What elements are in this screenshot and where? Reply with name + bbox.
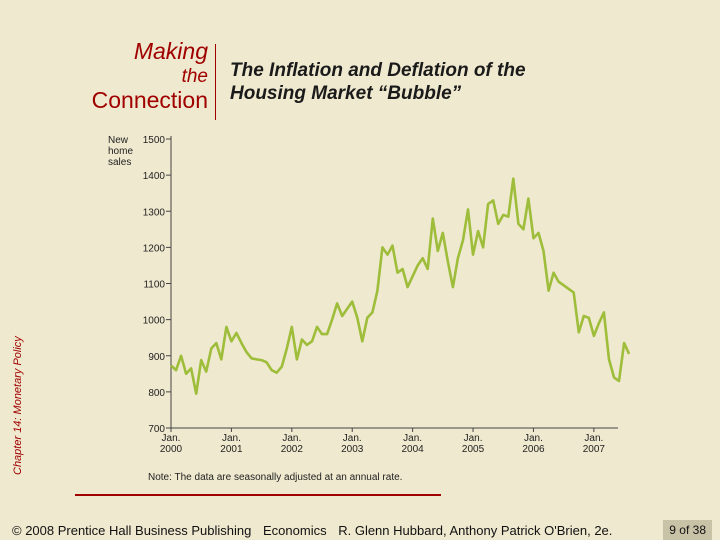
footer-rule [75, 494, 441, 496]
y-tick-label: 1400 [143, 171, 166, 182]
footer: © 2008 Prentice Hall Business Publishing… [12, 523, 620, 538]
y-axis-label: home [108, 146, 133, 157]
page-number: 9 of 38 [663, 520, 712, 540]
x-tick-label: Jan. [282, 433, 301, 444]
y-tick-label: 1000 [143, 316, 166, 327]
x-tick-label: Jan. [343, 433, 362, 444]
y-tick-label: 1500 [143, 135, 166, 146]
x-tick-label: 2003 [341, 444, 364, 455]
x-tick-label: 2007 [583, 444, 606, 455]
x-tick-label: Jan. [524, 433, 543, 444]
making-the-connection-badge: Making the Connection [92, 40, 208, 112]
badge-divider [215, 44, 216, 120]
y-tick-label: 1100 [143, 280, 165, 291]
title-line-2: Housing Market “Bubble” [230, 82, 462, 104]
x-tick-label: 2002 [281, 444, 304, 455]
y-tick-label: 900 [148, 352, 165, 363]
y-axis-label: sales [108, 157, 131, 168]
x-tick-label: 2004 [402, 444, 425, 455]
badge-the: the [181, 66, 208, 87]
badge-making: Making [133, 38, 208, 64]
x-tick-label: 2000 [160, 444, 183, 455]
footer-copyright: © 2008 Prentice Hall Business Publishing [12, 523, 252, 538]
y-axis-label: New [108, 135, 129, 146]
x-tick-label: Jan. [222, 433, 241, 444]
y-tick-label: 700 [148, 424, 165, 435]
footer-authors: R. Glenn Hubbard, Anthony Patrick O'Brie… [338, 523, 613, 538]
x-tick-label: Jan. [403, 433, 422, 444]
y-tick-label: 800 [148, 388, 165, 399]
badge-connection: Connection [91, 87, 208, 113]
title-line-1: The Inflation and Deflation of the [230, 60, 526, 81]
footer-course: Economics [263, 523, 327, 538]
x-tick-label: Jan. [162, 433, 181, 444]
x-tick-label: 2001 [220, 444, 243, 455]
x-tick-label: 2006 [522, 444, 545, 455]
x-tick-label: Jan. [464, 433, 483, 444]
x-tick-label: Jan. [584, 433, 603, 444]
y-tick-label: 1200 [143, 243, 166, 254]
y-tick-label: 1300 [143, 207, 166, 218]
slide-title: The Inflation and Deflation of the Housi… [230, 60, 526, 106]
series-line [170, 177, 631, 396]
chart-note: Note: The data are seasonally adjusted a… [148, 472, 402, 483]
x-tick-label: 2005 [462, 444, 485, 455]
